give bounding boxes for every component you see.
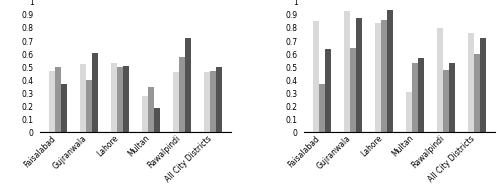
- Bar: [148, 87, 154, 132]
- Bar: [86, 80, 92, 132]
- Bar: [387, 10, 393, 132]
- Bar: [204, 72, 210, 132]
- Bar: [216, 67, 222, 132]
- Bar: [61, 84, 68, 132]
- Bar: [312, 22, 318, 132]
- Bar: [374, 23, 381, 132]
- Bar: [412, 63, 418, 132]
- Bar: [185, 38, 192, 132]
- Bar: [55, 67, 61, 132]
- Bar: [449, 63, 456, 132]
- Bar: [123, 66, 130, 132]
- Bar: [325, 49, 331, 132]
- Bar: [92, 53, 98, 132]
- Bar: [350, 48, 356, 132]
- Bar: [173, 72, 179, 132]
- Bar: [406, 92, 412, 132]
- Bar: [80, 64, 86, 132]
- Bar: [179, 57, 185, 132]
- Bar: [480, 38, 486, 132]
- Bar: [117, 67, 123, 132]
- Bar: [318, 84, 325, 132]
- Bar: [436, 28, 443, 132]
- Bar: [474, 54, 480, 132]
- Bar: [48, 71, 55, 132]
- Bar: [210, 71, 216, 132]
- Bar: [111, 63, 117, 132]
- Bar: [381, 20, 387, 132]
- Bar: [356, 18, 362, 132]
- Bar: [142, 96, 148, 132]
- Bar: [154, 108, 160, 132]
- Bar: [468, 33, 474, 132]
- Bar: [344, 11, 350, 132]
- Bar: [443, 70, 449, 132]
- Bar: [418, 58, 424, 132]
